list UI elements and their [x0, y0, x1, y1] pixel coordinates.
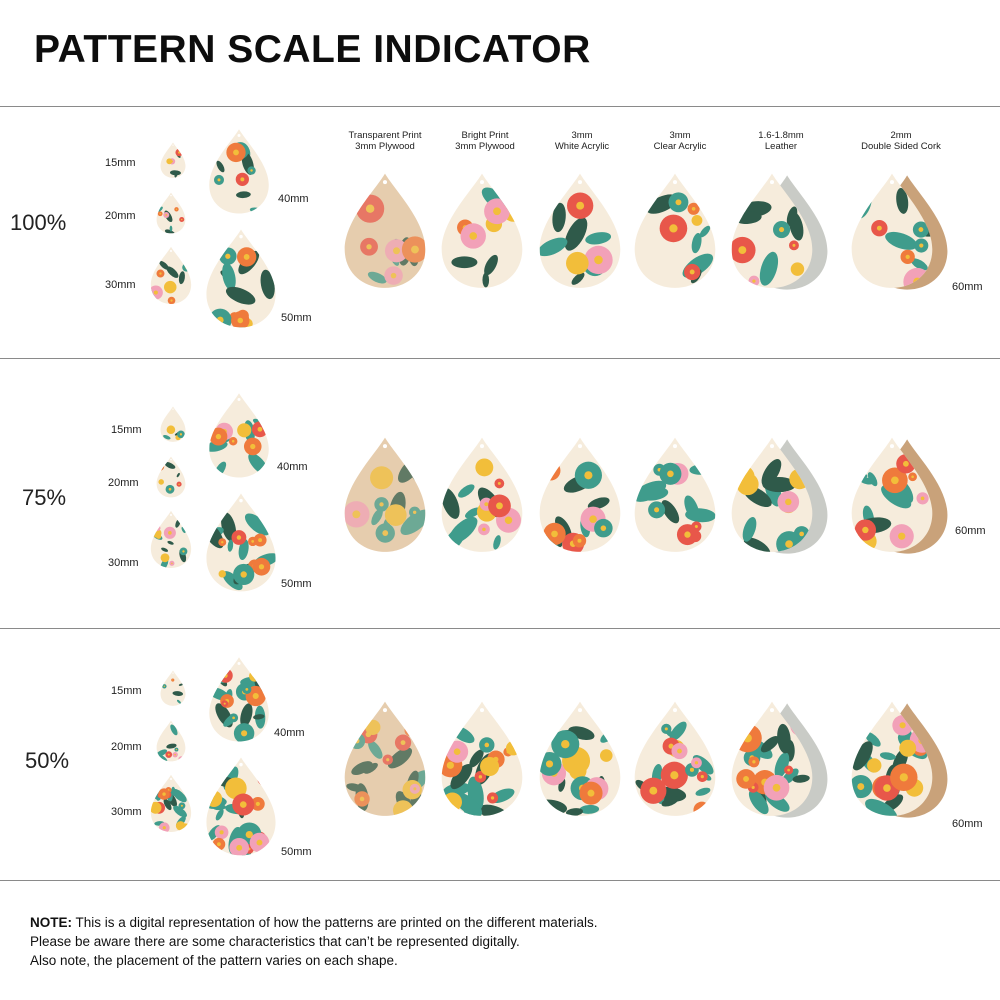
size-label-15mm: 15mm — [111, 424, 142, 436]
divider-top — [0, 106, 1000, 107]
material-header-white-acrylic: 3mm White Acrylic — [527, 130, 637, 152]
material-header-clear-acrylic: 3mm Clear Acrylic — [625, 130, 735, 152]
teardrop-40mm — [209, 393, 269, 478]
material-header-transparent-plywood: Transparent Print 3mm Plywood — [330, 130, 440, 152]
material-line1: 3mm — [571, 130, 593, 141]
material-line1: Transparent Print — [348, 130, 422, 141]
teardrop-transparent-plywood — [344, 437, 426, 552]
note-line-1: NOTE: This is a digital representation o… — [30, 913, 598, 932]
scale-label-50: 50% — [25, 748, 70, 773]
teardrop-40mm — [209, 129, 269, 214]
note-block: NOTE: This is a digital representation o… — [30, 913, 598, 970]
teardrop-leather — [731, 173, 828, 290]
teardrop-bright-plywood — [441, 437, 523, 552]
teardrop-15mm — [160, 142, 186, 178]
teardrop-20mm — [156, 456, 186, 498]
teardrop-clear-acrylic — [634, 437, 716, 552]
size-label-20mm: 20mm — [105, 210, 136, 222]
material-line2: 3mm Plywood — [355, 141, 415, 152]
divider-row-2 — [0, 628, 1000, 629]
material-line2: Clear Acrylic — [653, 141, 707, 152]
teardrop-bright-plywood — [441, 701, 523, 816]
teardrop-30mm — [150, 774, 192, 832]
size-label-60mm: 60mm — [952, 281, 983, 293]
note-line-2: Please be aware there are some character… — [30, 934, 520, 949]
teardrop-clear-acrylic — [634, 173, 716, 288]
size-label-30mm: 30mm — [108, 557, 139, 569]
size-label-20mm: 20mm — [111, 741, 142, 753]
size-label-40mm: 40mm — [277, 461, 308, 473]
teardrop-40mm — [209, 657, 269, 742]
teardrop-15mm — [160, 670, 186, 706]
note-label: NOTE: — [30, 915, 72, 930]
size-label-40mm: 40mm — [278, 193, 309, 205]
teardrop-20mm — [156, 720, 186, 762]
teardrop-cork — [851, 437, 948, 554]
material-line1: Bright Print — [461, 130, 509, 141]
teardrop-50mm — [206, 493, 276, 592]
teardrop-clear-acrylic — [634, 701, 716, 816]
material-header-leather: 1.6-1.8mm Leather — [726, 130, 836, 152]
material-line2: 3mm Plywood — [455, 141, 515, 152]
scale-label-100: 100% — [10, 210, 67, 235]
size-label-40mm: 40mm — [274, 727, 305, 739]
teardrop-cork — [851, 173, 948, 290]
material-line2: Leather — [764, 141, 798, 152]
teardrop-30mm — [150, 510, 192, 568]
teardrop-white-acrylic — [539, 701, 621, 816]
material-header-cork: 2mm Double Sided Cork — [846, 130, 956, 152]
size-label-15mm: 15mm — [111, 685, 142, 697]
size-label-50mm: 50mm — [281, 846, 312, 858]
material-line2: White Acrylic — [554, 141, 610, 152]
size-label-15mm: 15mm — [105, 157, 136, 169]
material-line1: 3mm — [669, 130, 691, 141]
teardrop-transparent-plywood — [344, 701, 426, 816]
size-label-60mm: 60mm — [952, 818, 983, 830]
note-line-3: Also note, the placement of the pattern … — [30, 953, 398, 968]
teardrop-bright-plywood — [441, 173, 523, 288]
teardrop-50mm — [206, 757, 276, 856]
page-title: PATTERN SCALE INDICATOR — [34, 28, 591, 71]
size-label-50mm: 50mm — [281, 312, 312, 324]
size-label-30mm: 30mm — [105, 279, 136, 291]
size-label-30mm: 30mm — [111, 806, 142, 818]
divider-row-1 — [0, 358, 1000, 359]
teardrop-30mm — [150, 246, 192, 304]
material-header-bright-plywood: Bright Print 3mm Plywood — [430, 130, 540, 152]
material-line1: 2mm — [890, 130, 912, 141]
material-line1: 1.6-1.8mm — [758, 130, 804, 141]
teardrop-leather — [731, 437, 828, 554]
teardrop-50mm — [206, 229, 276, 328]
teardrop-white-acrylic — [539, 173, 621, 288]
teardrop-20mm — [156, 192, 186, 234]
teardrop-leather — [731, 701, 828, 818]
size-label-50mm: 50mm — [281, 578, 312, 590]
scale-label-75: 75% — [22, 485, 67, 510]
size-label-60mm: 60mm — [955, 525, 986, 537]
note-text-1: This is a digital representation of how … — [72, 915, 598, 930]
divider-bottom — [0, 880, 1000, 881]
material-line2: Double Sided Cork — [861, 141, 941, 152]
teardrop-transparent-plywood — [344, 173, 426, 288]
size-label-20mm: 20mm — [108, 477, 139, 489]
teardrop-15mm — [160, 406, 186, 442]
teardrop-cork — [851, 701, 948, 818]
teardrop-white-acrylic — [539, 437, 621, 552]
